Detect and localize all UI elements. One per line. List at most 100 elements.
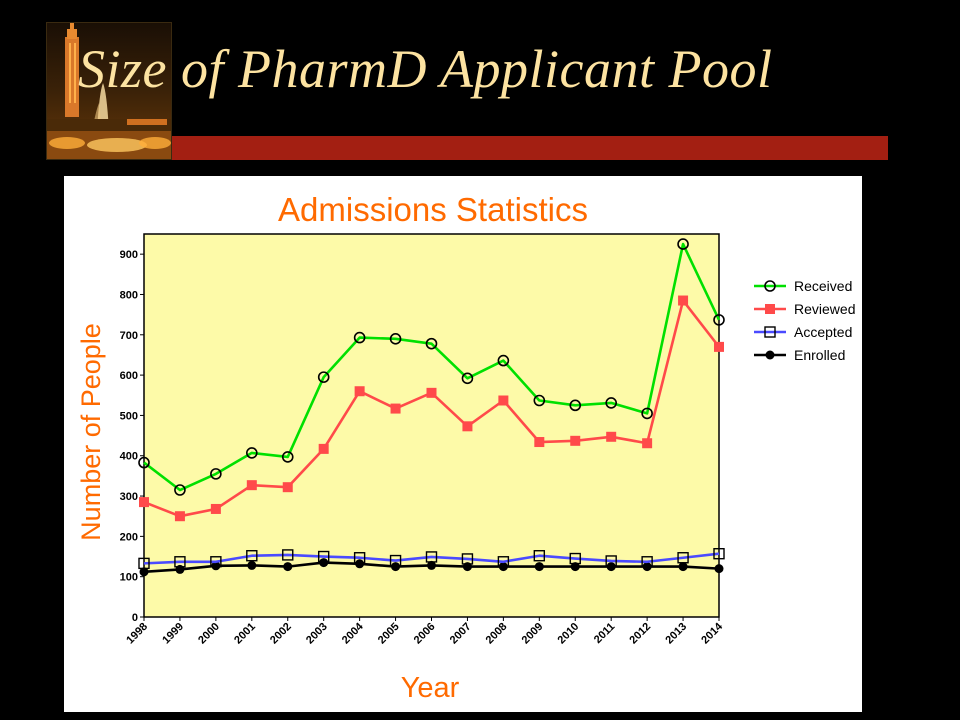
y-tick-label: 100 — [120, 572, 138, 584]
plot-area — [143, 233, 720, 618]
data-point — [765, 304, 775, 314]
data-point — [211, 561, 221, 571]
legend-item-enrolled: Enrolled — [754, 347, 845, 363]
tower-photo — [46, 22, 172, 160]
data-point — [282, 482, 293, 493]
series-received — [138, 238, 725, 496]
data-point — [355, 559, 365, 569]
data-point — [317, 550, 330, 563]
data-point — [317, 371, 330, 383]
data-point — [569, 552, 581, 565]
data-point — [139, 497, 149, 508]
data-point — [425, 551, 438, 563]
data-point — [138, 557, 150, 570]
slide-title: Size of PharmD Applicant Pool — [78, 39, 773, 99]
data-point — [534, 437, 545, 448]
y-tick-label: 700 — [120, 330, 138, 342]
data-point — [677, 552, 689, 564]
data-point — [765, 350, 775, 360]
y-tick-label: 500 — [120, 410, 138, 422]
data-point — [605, 397, 617, 409]
data-point — [246, 550, 258, 562]
data-point — [497, 354, 510, 367]
legend-label: Enrolled — [794, 347, 845, 363]
data-point — [764, 326, 776, 338]
y-tick-label: 400 — [120, 451, 138, 463]
chart-title: Admissions Statistics — [278, 191, 588, 228]
data-point — [281, 451, 294, 463]
x-tick-label: 1999 — [160, 621, 186, 647]
data-point — [642, 438, 653, 449]
data-point — [534, 562, 544, 572]
data-point — [606, 431, 617, 442]
x-tick-label: 2004 — [340, 620, 366, 646]
data-point — [462, 421, 473, 432]
series-accepted — [138, 548, 725, 570]
series-line — [143, 242, 721, 492]
y-tick-label: 600 — [120, 370, 138, 382]
data-point — [353, 331, 366, 344]
data-point — [174, 556, 186, 568]
data-point — [282, 549, 294, 561]
data-point — [461, 553, 474, 565]
data-point — [390, 403, 401, 414]
data-point — [139, 567, 149, 577]
y-tick-label: 900 — [120, 249, 138, 261]
x-tick-label: 2002 — [268, 621, 294, 647]
data-point — [138, 456, 150, 469]
data-point — [319, 558, 329, 568]
data-point — [570, 562, 580, 572]
data-point — [354, 386, 365, 397]
x-tick-label: 2009 — [520, 621, 546, 647]
data-point — [210, 503, 221, 514]
x-tick-label: 2007 — [448, 621, 474, 647]
series-reviewed — [139, 295, 724, 522]
data-point — [713, 548, 725, 560]
data-point — [174, 511, 185, 522]
legend-item-received: Received — [754, 278, 852, 294]
chart-panel: Admissions Statistics Number of People Y… — [64, 176, 862, 712]
legend-label: Received — [794, 278, 852, 294]
series-line — [143, 552, 720, 565]
data-point — [713, 314, 725, 326]
x-tick-label: 2012 — [627, 621, 653, 647]
data-point — [389, 554, 402, 567]
legend-label: Accepted — [794, 324, 852, 340]
data-point — [569, 399, 582, 412]
x-tick-label: 2001 — [232, 621, 258, 647]
y-axis-label: Number of People — [76, 323, 106, 541]
data-point — [425, 337, 438, 350]
data-point — [210, 468, 222, 480]
data-point — [283, 562, 293, 572]
x-tick-label: 2005 — [376, 621, 402, 647]
data-point — [210, 556, 222, 568]
data-point — [353, 552, 366, 564]
x-tick-label: 2000 — [196, 621, 222, 647]
x-tick-label: 2014 — [699, 620, 725, 646]
data-point — [764, 280, 776, 292]
data-point — [533, 550, 546, 562]
data-point — [174, 484, 186, 496]
data-point — [641, 556, 653, 568]
y-tick-label: 300 — [120, 491, 138, 503]
data-point — [678, 562, 688, 572]
x-tick-label: 2008 — [484, 621, 510, 647]
y-tick-label: 800 — [120, 289, 138, 301]
legend-item-reviewed: Reviewed — [754, 301, 855, 317]
data-point — [714, 564, 724, 574]
data-point — [714, 341, 724, 352]
data-point — [498, 395, 509, 406]
data-point — [533, 394, 546, 407]
admissions-chart: Admissions Statistics Number of People Y… — [76, 191, 855, 704]
data-point — [605, 555, 617, 567]
data-point — [641, 407, 653, 420]
data-point — [678, 295, 689, 306]
x-tick-label: 2003 — [304, 621, 330, 647]
data-point — [497, 556, 510, 568]
legend-label: Reviewed — [794, 301, 855, 317]
data-point — [391, 562, 401, 572]
data-point — [247, 560, 257, 570]
x-tick-label: 2011 — [592, 621, 617, 646]
legend-item-accepted: Accepted — [754, 324, 852, 340]
data-point — [246, 447, 258, 459]
